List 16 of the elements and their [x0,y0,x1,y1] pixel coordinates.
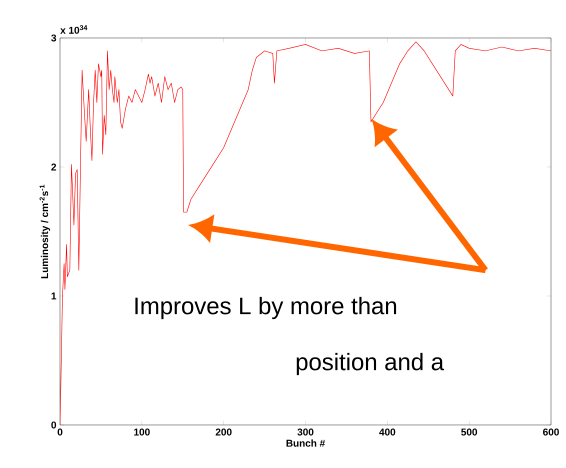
x-tick-label: 500 [461,428,478,436]
x-tick-label: 100 [134,428,150,436]
x-tick-label: 300 [297,428,314,436]
y-tick-label: 2 [51,164,56,170]
annotation: Improves L by more than [135,296,396,320]
x-tick-label: 0 [58,428,62,436]
text: x 10$^{34}$ [60,25,88,34]
x-tick-label: 600 [543,428,559,436]
y-axis-title: Luminosity / cm$^{-2}$s$^{-1}$ [40,184,50,278]
x-axis-title: Bunch # [286,439,325,447]
y-tick-label: 0 [51,421,56,429]
y-tick-label: 3 [51,34,56,42]
annotation: position and a [296,352,444,376]
x-tick-label: 200 [216,428,232,436]
y-tick-label: 1 [52,292,56,300]
x-tick-label: 400 [379,428,396,436]
